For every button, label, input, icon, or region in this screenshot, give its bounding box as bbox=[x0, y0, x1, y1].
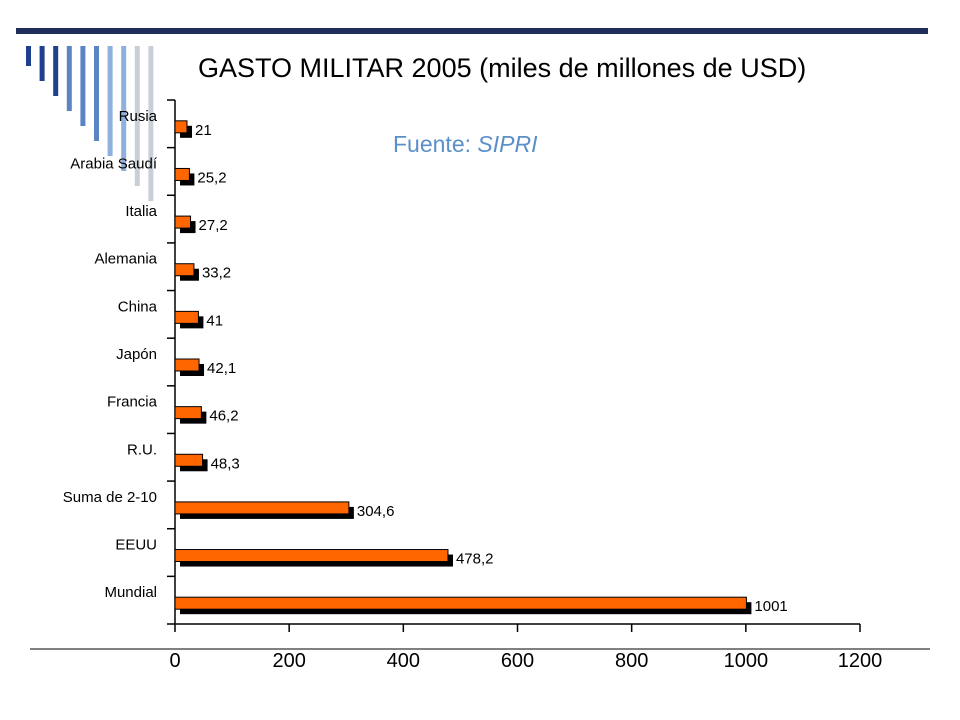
value-label: 41 bbox=[206, 312, 223, 329]
value-label: 21 bbox=[195, 122, 212, 139]
category-label: Francia bbox=[107, 394, 158, 411]
value-label: 33,2 bbox=[202, 265, 231, 282]
category-label: EEUU bbox=[115, 537, 157, 554]
source-prefix: Fuente: bbox=[393, 131, 477, 157]
value-label: 304,6 bbox=[357, 503, 395, 520]
bar bbox=[174, 120, 188, 134]
decorative-stripes bbox=[26, 46, 154, 201]
bar bbox=[174, 215, 192, 229]
category-labels: Rusia Arabia Saudí Italia Alemania China Japó… bbox=[63, 108, 158, 601]
y-axis-ticks bbox=[167, 99, 175, 625]
x-tick-labels: 0 200 400 600 800 1000 1200 bbox=[169, 650, 882, 672]
decor-stripe bbox=[39, 46, 45, 81]
x-tick-label: 600 bbox=[501, 650, 534, 672]
category-label: R.U. bbox=[127, 441, 157, 458]
category-label: Alemania bbox=[94, 251, 157, 268]
value-label: 27,2 bbox=[199, 217, 228, 234]
category-label: Japón bbox=[116, 346, 157, 363]
bar bbox=[174, 549, 449, 563]
bar bbox=[174, 596, 747, 610]
x-tick-label: 1000 bbox=[724, 650, 769, 672]
decor-stripe bbox=[121, 46, 127, 171]
category-label: Rusia bbox=[119, 108, 158, 125]
decor-stripe bbox=[53, 46, 59, 96]
plot-area: Rusia Arabia Saudí Italia Alemania China Japó… bbox=[63, 99, 882, 672]
source-note: Fuente: SIPRI bbox=[393, 131, 538, 157]
x-axis-ticks bbox=[174, 624, 861, 632]
decor-stripe bbox=[66, 46, 72, 111]
x-tick-label: 800 bbox=[615, 650, 648, 672]
decor-stripe bbox=[107, 46, 113, 156]
category-label: China bbox=[118, 298, 158, 315]
x-tick-label: 1200 bbox=[838, 650, 883, 672]
bar bbox=[174, 263, 195, 277]
decor-stripe bbox=[80, 46, 86, 126]
value-labels: 21 25,2 27,2 33,2 41 42,1 46,2 48,3 304,6 478,2 10… bbox=[195, 122, 788, 615]
top-rule bbox=[16, 28, 928, 34]
x-tick-label: 0 bbox=[169, 650, 180, 672]
decor-stripe bbox=[148, 46, 154, 201]
value-label: 1001 bbox=[754, 598, 787, 615]
bar bbox=[174, 167, 190, 181]
value-label: 46,2 bbox=[209, 408, 238, 425]
chart-title: GASTO MILITAR 2005 (miles de millones de… bbox=[198, 53, 806, 83]
x-tick-label: 200 bbox=[272, 650, 305, 672]
value-label: 25,2 bbox=[197, 169, 226, 186]
bar bbox=[174, 453, 204, 467]
category-label: Mundial bbox=[104, 584, 157, 601]
bar bbox=[174, 406, 202, 420]
value-label: 48,3 bbox=[211, 455, 240, 472]
source-name: SIPRI bbox=[477, 131, 538, 157]
decor-stripe bbox=[26, 46, 31, 66]
bar bbox=[174, 358, 200, 372]
x-tick-label: 400 bbox=[387, 650, 420, 672]
bar bbox=[174, 501, 350, 515]
category-label: Suma de 2-10 bbox=[63, 489, 157, 506]
value-label: 478,2 bbox=[456, 551, 494, 568]
bars bbox=[174, 120, 752, 615]
value-label: 42,1 bbox=[207, 360, 236, 377]
category-label: Arabia Saudí bbox=[70, 155, 158, 172]
category-label: Italia bbox=[125, 203, 157, 220]
decor-stripe bbox=[94, 46, 99, 141]
decor-stripe bbox=[134, 46, 140, 186]
bar bbox=[174, 310, 199, 324]
